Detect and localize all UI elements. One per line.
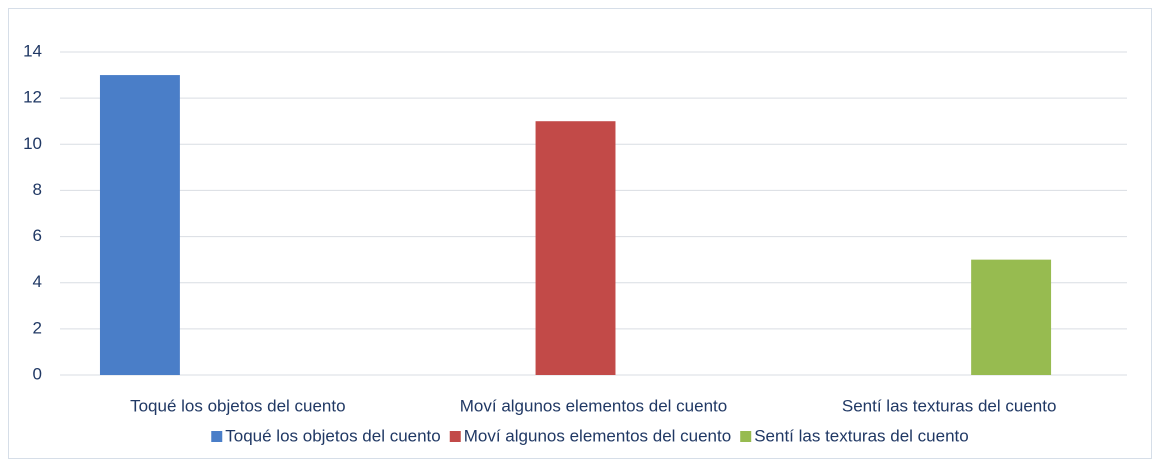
- x-tick-label: Sentí las texturas del cuento: [842, 396, 1057, 415]
- y-tick-label: 0: [33, 364, 42, 383]
- y-tick-label: 6: [33, 226, 42, 245]
- x-tick-label: Toqué los objetos del cuento: [130, 396, 346, 415]
- x-tick-label: Moví algunos elementos del cuento: [460, 396, 727, 415]
- y-tick-label: 2: [33, 318, 42, 337]
- legend-marker: [211, 431, 223, 442]
- y-tick-label: 10: [23, 134, 42, 153]
- legend-label: Sentí las texturas del cuento: [754, 426, 969, 445]
- legend-marker: [740, 431, 752, 442]
- legend-label: Moví algunos elementos del cuento: [464, 426, 731, 445]
- bar: [971, 259, 1052, 375]
- legend-marker: [449, 431, 461, 442]
- bar: [99, 75, 180, 376]
- legend-label: Toqué los objetos del cuento: [225, 426, 441, 445]
- y-tick-label: 14: [23, 41, 42, 60]
- y-tick-label: 4: [33, 272, 42, 291]
- y-tick-label: 8: [33, 180, 42, 199]
- bar: [535, 121, 616, 375]
- y-tick-label: 12: [23, 88, 42, 107]
